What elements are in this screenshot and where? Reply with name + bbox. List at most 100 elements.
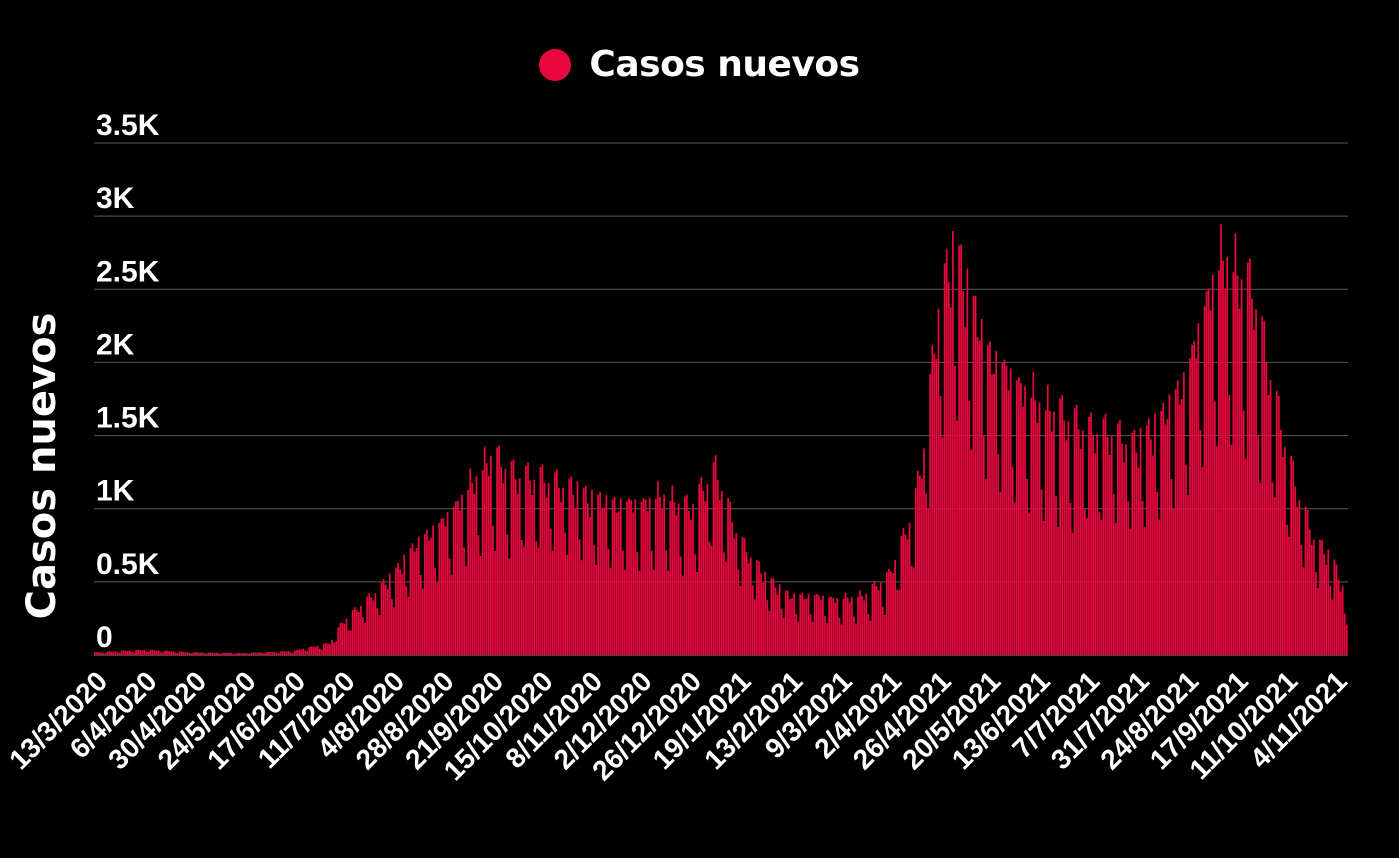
bar [518, 478, 521, 655]
bar [820, 600, 822, 655]
bar [582, 487, 585, 655]
bar [114, 651, 117, 655]
bar [735, 532, 738, 655]
bar [1304, 506, 1307, 655]
bar [1020, 383, 1022, 655]
bar [316, 645, 319, 655]
bar [632, 512, 635, 655]
bar [566, 554, 569, 655]
bar [188, 652, 191, 655]
bar [782, 617, 785, 655]
bar [731, 522, 734, 655]
bar [976, 337, 979, 655]
bar [834, 602, 837, 655]
bar [978, 340, 981, 655]
bar [382, 579, 385, 655]
bar [661, 508, 663, 655]
bar [1141, 501, 1144, 655]
bar [523, 546, 525, 655]
bar [545, 497, 548, 655]
bar [1114, 522, 1117, 655]
bar [1075, 404, 1078, 655]
bar [1255, 309, 1257, 655]
bar [1036, 422, 1039, 655]
bar [838, 617, 841, 655]
bar [457, 500, 459, 655]
bar [580, 560, 583, 655]
bar [1154, 413, 1156, 655]
bar [1279, 429, 1282, 655]
bar [374, 593, 377, 655]
bar [1327, 549, 1330, 655]
bar [155, 650, 158, 655]
bar [421, 588, 424, 655]
bar [892, 573, 894, 655]
bar [209, 652, 212, 655]
bar [848, 602, 851, 655]
y-tick-label: 2.5K [96, 255, 160, 288]
bar [535, 541, 538, 655]
bar [857, 596, 859, 655]
bar [640, 501, 643, 655]
bar [1063, 420, 1066, 655]
bar [281, 651, 284, 655]
bar [238, 652, 241, 655]
bar [380, 582, 383, 655]
bar [995, 350, 998, 655]
bar [1013, 502, 1016, 655]
bar [96, 652, 98, 655]
bar [166, 650, 168, 655]
bar [1207, 288, 1210, 655]
bar [613, 497, 616, 655]
bar [1079, 448, 1082, 655]
bar [100, 651, 102, 655]
bar [1110, 435, 1113, 655]
bar [688, 510, 690, 655]
bar [793, 593, 795, 655]
bar [609, 568, 612, 655]
bar [434, 567, 437, 655]
bar [300, 649, 302, 655]
bar [469, 468, 472, 655]
bar [327, 643, 329, 655]
bar [1333, 559, 1336, 655]
bar [1284, 447, 1286, 655]
bar [1160, 410, 1163, 655]
bar [242, 653, 245, 655]
bar [694, 554, 696, 655]
bar [430, 537, 432, 655]
bar [1005, 365, 1008, 655]
bar [335, 641, 338, 655]
bar [644, 499, 647, 655]
bar [871, 584, 874, 655]
y-tick-label: 0.5K [96, 548, 160, 581]
bar [172, 651, 175, 655]
bar [275, 652, 278, 655]
bar [112, 651, 115, 655]
bar [366, 596, 368, 655]
bar [217, 653, 220, 655]
bar [479, 555, 482, 655]
bar [607, 548, 610, 655]
bar [186, 652, 189, 655]
gridlines [94, 142, 1348, 583]
bar [360, 605, 362, 655]
bar [500, 466, 503, 655]
bar [118, 652, 121, 655]
bar [1086, 518, 1088, 655]
bar [372, 600, 375, 655]
bar [626, 501, 628, 655]
bar [473, 493, 476, 655]
bar [265, 652, 267, 655]
bar [958, 245, 960, 655]
bar [890, 571, 892, 655]
bar [741, 536, 744, 655]
bar [572, 494, 575, 655]
bar [685, 494, 688, 655]
bar [1317, 588, 1319, 655]
bar [193, 652, 195, 655]
bar [314, 646, 317, 655]
bar [883, 614, 886, 655]
bar [364, 622, 366, 655]
bar [269, 651, 272, 655]
